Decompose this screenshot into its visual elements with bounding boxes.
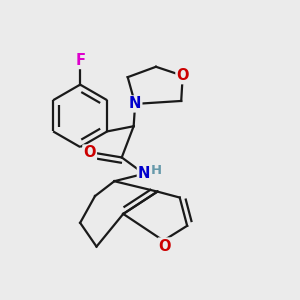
Text: H: H bbox=[151, 164, 162, 177]
Text: N: N bbox=[138, 166, 150, 181]
Text: O: O bbox=[159, 238, 171, 253]
Text: O: O bbox=[176, 68, 189, 83]
Text: O: O bbox=[83, 146, 96, 160]
Text: F: F bbox=[75, 53, 85, 68]
Text: N: N bbox=[129, 96, 141, 111]
